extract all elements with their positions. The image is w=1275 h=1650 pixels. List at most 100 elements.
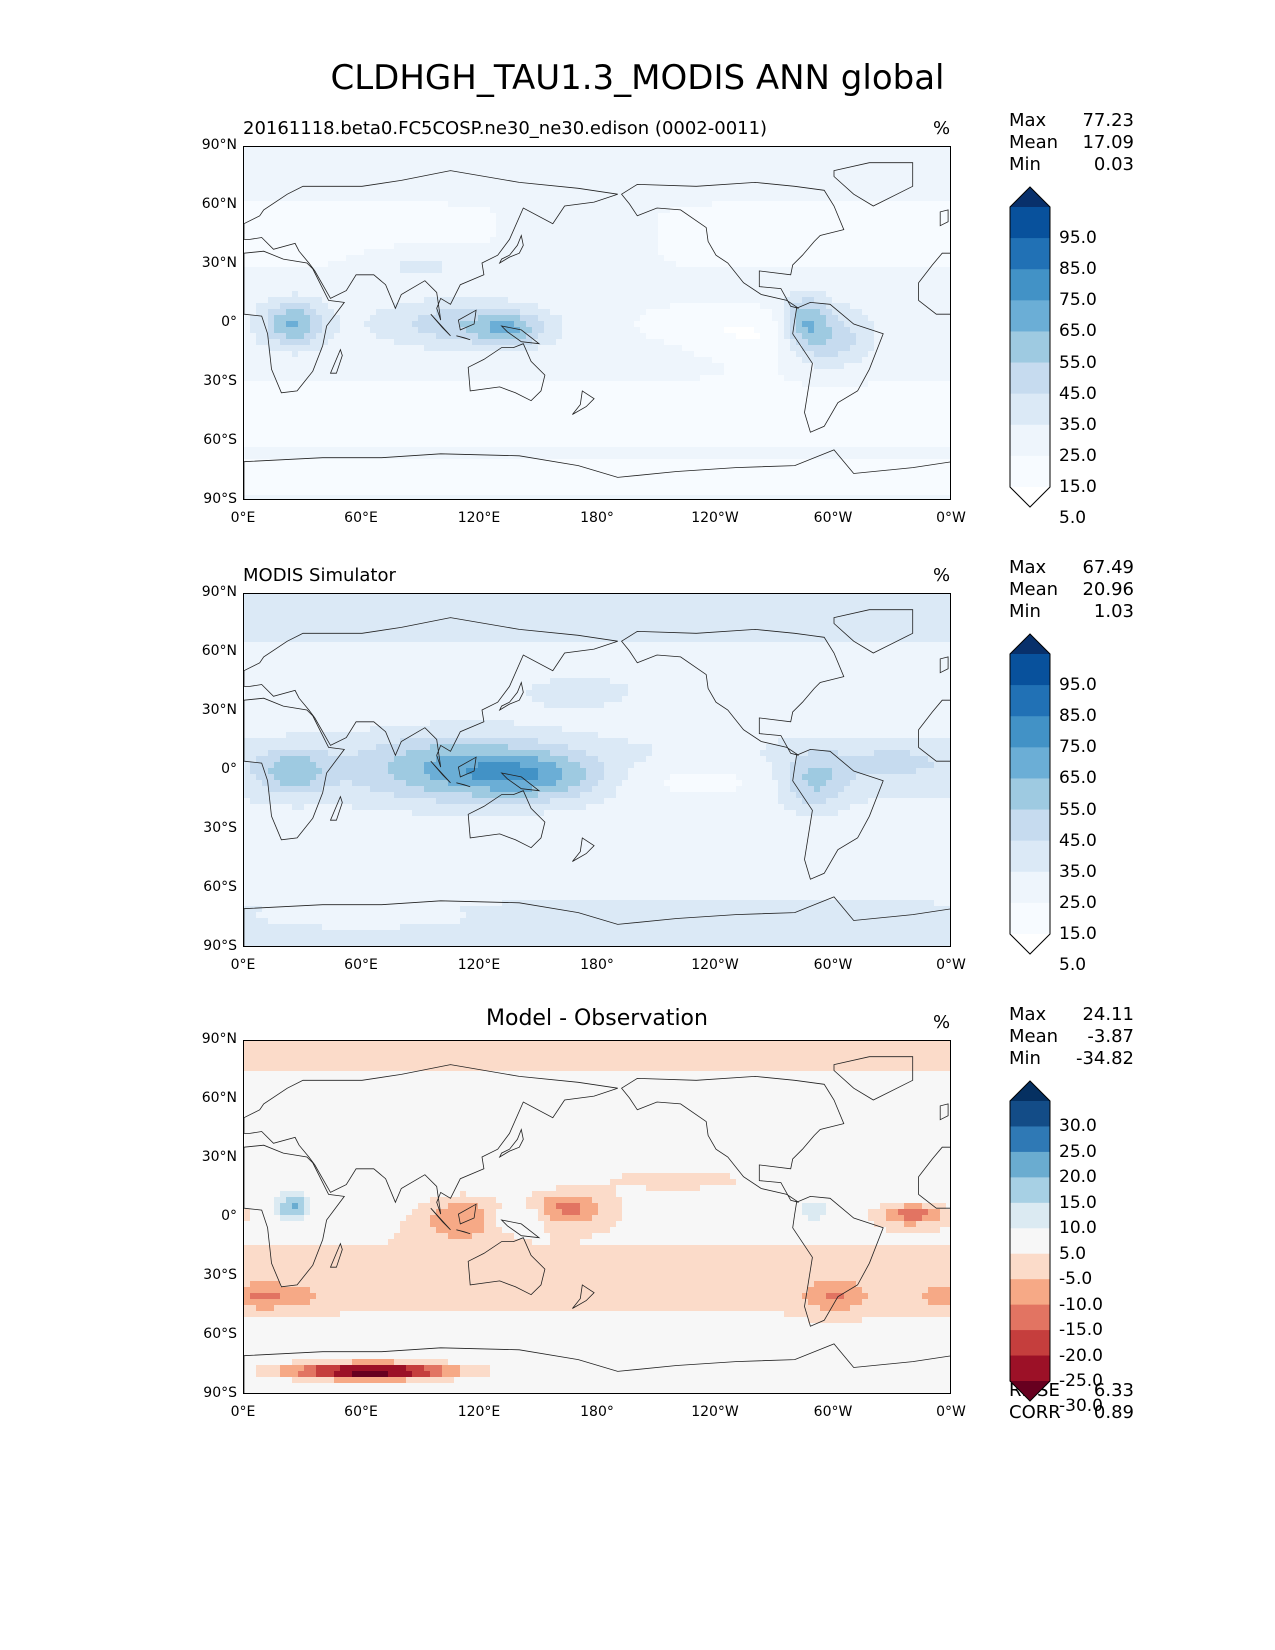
- lat-tick-label: 0°: [177, 314, 237, 330]
- colorbar-tick-label: 45.0: [1059, 384, 1097, 404]
- colorbar-tick-label: 25.0: [1059, 1142, 1097, 1162]
- colorbar-bin: [1010, 1151, 1050, 1178]
- colorbar-bin: [1010, 685, 1050, 717]
- colorbar-tick-label: 5.0: [1059, 955, 1086, 975]
- colorbar-bin: [1010, 1101, 1050, 1127]
- colorbar-bin: [1010, 809, 1050, 842]
- stat-value: -3.87: [1087, 1026, 1134, 1048]
- coastline: [329, 348, 343, 374]
- coastline: [500, 325, 541, 345]
- lat-tick-label: 90°N: [177, 1031, 237, 1047]
- stat-row: Mean 20.96: [1009, 579, 1134, 601]
- units-label: %: [933, 1012, 950, 1033]
- lat-tick-label: 30°N: [177, 702, 237, 718]
- lon-tick-label: 0°W: [921, 1404, 981, 1420]
- units-label: %: [933, 118, 950, 139]
- lon-tick-label: 60°W: [803, 957, 863, 973]
- colorbar-tick-label: -15.0: [1059, 1320, 1103, 1340]
- colorbar-tick-label: -5.0: [1059, 1269, 1092, 1289]
- lon-tick-label: 0°W: [921, 510, 981, 526]
- coastline: [918, 699, 950, 762]
- colorbar-bin: [1010, 871, 1050, 904]
- stats-block: Max 67.49 Mean 20.96 Min 1.03: [1009, 557, 1134, 623]
- colorbar-extension-bottom: [1010, 487, 1050, 507]
- coastline: [244, 1064, 618, 1215]
- colorbar-tick-label: 5.0: [1059, 1244, 1086, 1264]
- coastline: [430, 760, 451, 784]
- coastline: [457, 756, 477, 778]
- lat-tick-label: 0°: [177, 1208, 237, 1224]
- coastline: [792, 1195, 884, 1327]
- coastline: [467, 343, 546, 402]
- colorbar-tick-label: 65.0: [1059, 768, 1097, 788]
- lat-tick-label: 60°S: [177, 879, 237, 895]
- lat-tick-label: 90°S: [177, 1385, 237, 1401]
- stat-value: 0.89: [1094, 1402, 1134, 1424]
- lon-tick-label: 120°E: [449, 510, 509, 526]
- stat-label: Mean: [1009, 132, 1058, 154]
- stat-row: Min 1.03: [1009, 601, 1134, 623]
- stat-label: Max: [1009, 1004, 1046, 1026]
- coastline: [939, 209, 949, 227]
- colorbar: [1009, 633, 1051, 959]
- coastline: [621, 181, 845, 309]
- stat-row: CORR 0.89: [1009, 1402, 1134, 1424]
- stat-label: Min: [1009, 154, 1041, 176]
- panel-title: MODIS Simulator: [243, 565, 396, 586]
- stat-row: Max 77.23: [1009, 110, 1134, 132]
- lon-tick-label: 120°E: [449, 1404, 509, 1420]
- coastline: [467, 1237, 546, 1296]
- colorbar-bin: [1010, 300, 1050, 332]
- map-plot: [243, 146, 951, 500]
- lat-tick-label: 60°N: [177, 196, 237, 212]
- colorbar-bin: [1010, 1228, 1050, 1255]
- stat-row: Min 0.03: [1009, 154, 1134, 176]
- lon-tick-label: 60°E: [331, 957, 391, 973]
- colorbar-bin: [1010, 902, 1050, 935]
- coastline: [833, 1056, 914, 1101]
- lon-tick-label: 0°E: [213, 1404, 273, 1420]
- lon-tick-label: 0°E: [213, 510, 273, 526]
- colorbar-tick-label: 5.0: [1059, 508, 1086, 528]
- colorbar-tick-label: 15.0: [1059, 477, 1097, 497]
- colorbar: [1009, 186, 1051, 512]
- coastline: [244, 170, 618, 321]
- coastline: [430, 1207, 451, 1231]
- colorbar-bin: [1010, 362, 1050, 395]
- colorbar-tick-label: 65.0: [1059, 321, 1097, 341]
- lat-tick-label: 0°: [177, 761, 237, 777]
- map-field: [244, 147, 950, 499]
- colorbar-bin: [1010, 840, 1050, 873]
- stat-value: -34.82: [1076, 1048, 1134, 1070]
- lat-tick-label: 90°N: [177, 584, 237, 600]
- coastline: [621, 628, 845, 756]
- lon-tick-label: 60°W: [803, 1404, 863, 1420]
- stat-value: 0.03: [1094, 154, 1134, 176]
- coastline: [918, 1146, 950, 1209]
- colorbar-bin: [1010, 1177, 1050, 1204]
- colorbar-tick-label: 15.0: [1059, 1193, 1097, 1213]
- colorbar-tick-label: -20.0: [1059, 1346, 1103, 1366]
- stat-label: Mean: [1009, 579, 1058, 601]
- stat-label: Max: [1009, 110, 1046, 132]
- lat-tick-label: 30°S: [177, 373, 237, 389]
- coastline: [621, 1075, 845, 1203]
- lat-tick-label: 30°S: [177, 1267, 237, 1283]
- lon-tick-label: 60°E: [331, 1404, 391, 1420]
- colorbar-bin: [1010, 1202, 1050, 1229]
- colorbar-bin: [1010, 331, 1050, 364]
- stat-value: 6.33: [1094, 1380, 1134, 1402]
- stat-value: 77.23: [1082, 110, 1134, 132]
- colorbar-tick-label: 45.0: [1059, 831, 1097, 851]
- stat-row: Mean 17.09: [1009, 132, 1134, 154]
- colorbar-bin: [1010, 1355, 1050, 1382]
- stat-row: Max 24.11: [1009, 1004, 1134, 1026]
- stat-value: 1.03: [1094, 601, 1134, 623]
- stat-row: Max 67.49: [1009, 557, 1134, 579]
- colorbar-tick-label: 25.0: [1059, 893, 1097, 913]
- colorbar-bin: [1010, 1330, 1050, 1357]
- coastline: [456, 335, 471, 341]
- colorbar-extension-top: [1010, 634, 1050, 654]
- colorbar-tick-label: 30.0: [1059, 1116, 1097, 1136]
- coastline: [498, 234, 524, 265]
